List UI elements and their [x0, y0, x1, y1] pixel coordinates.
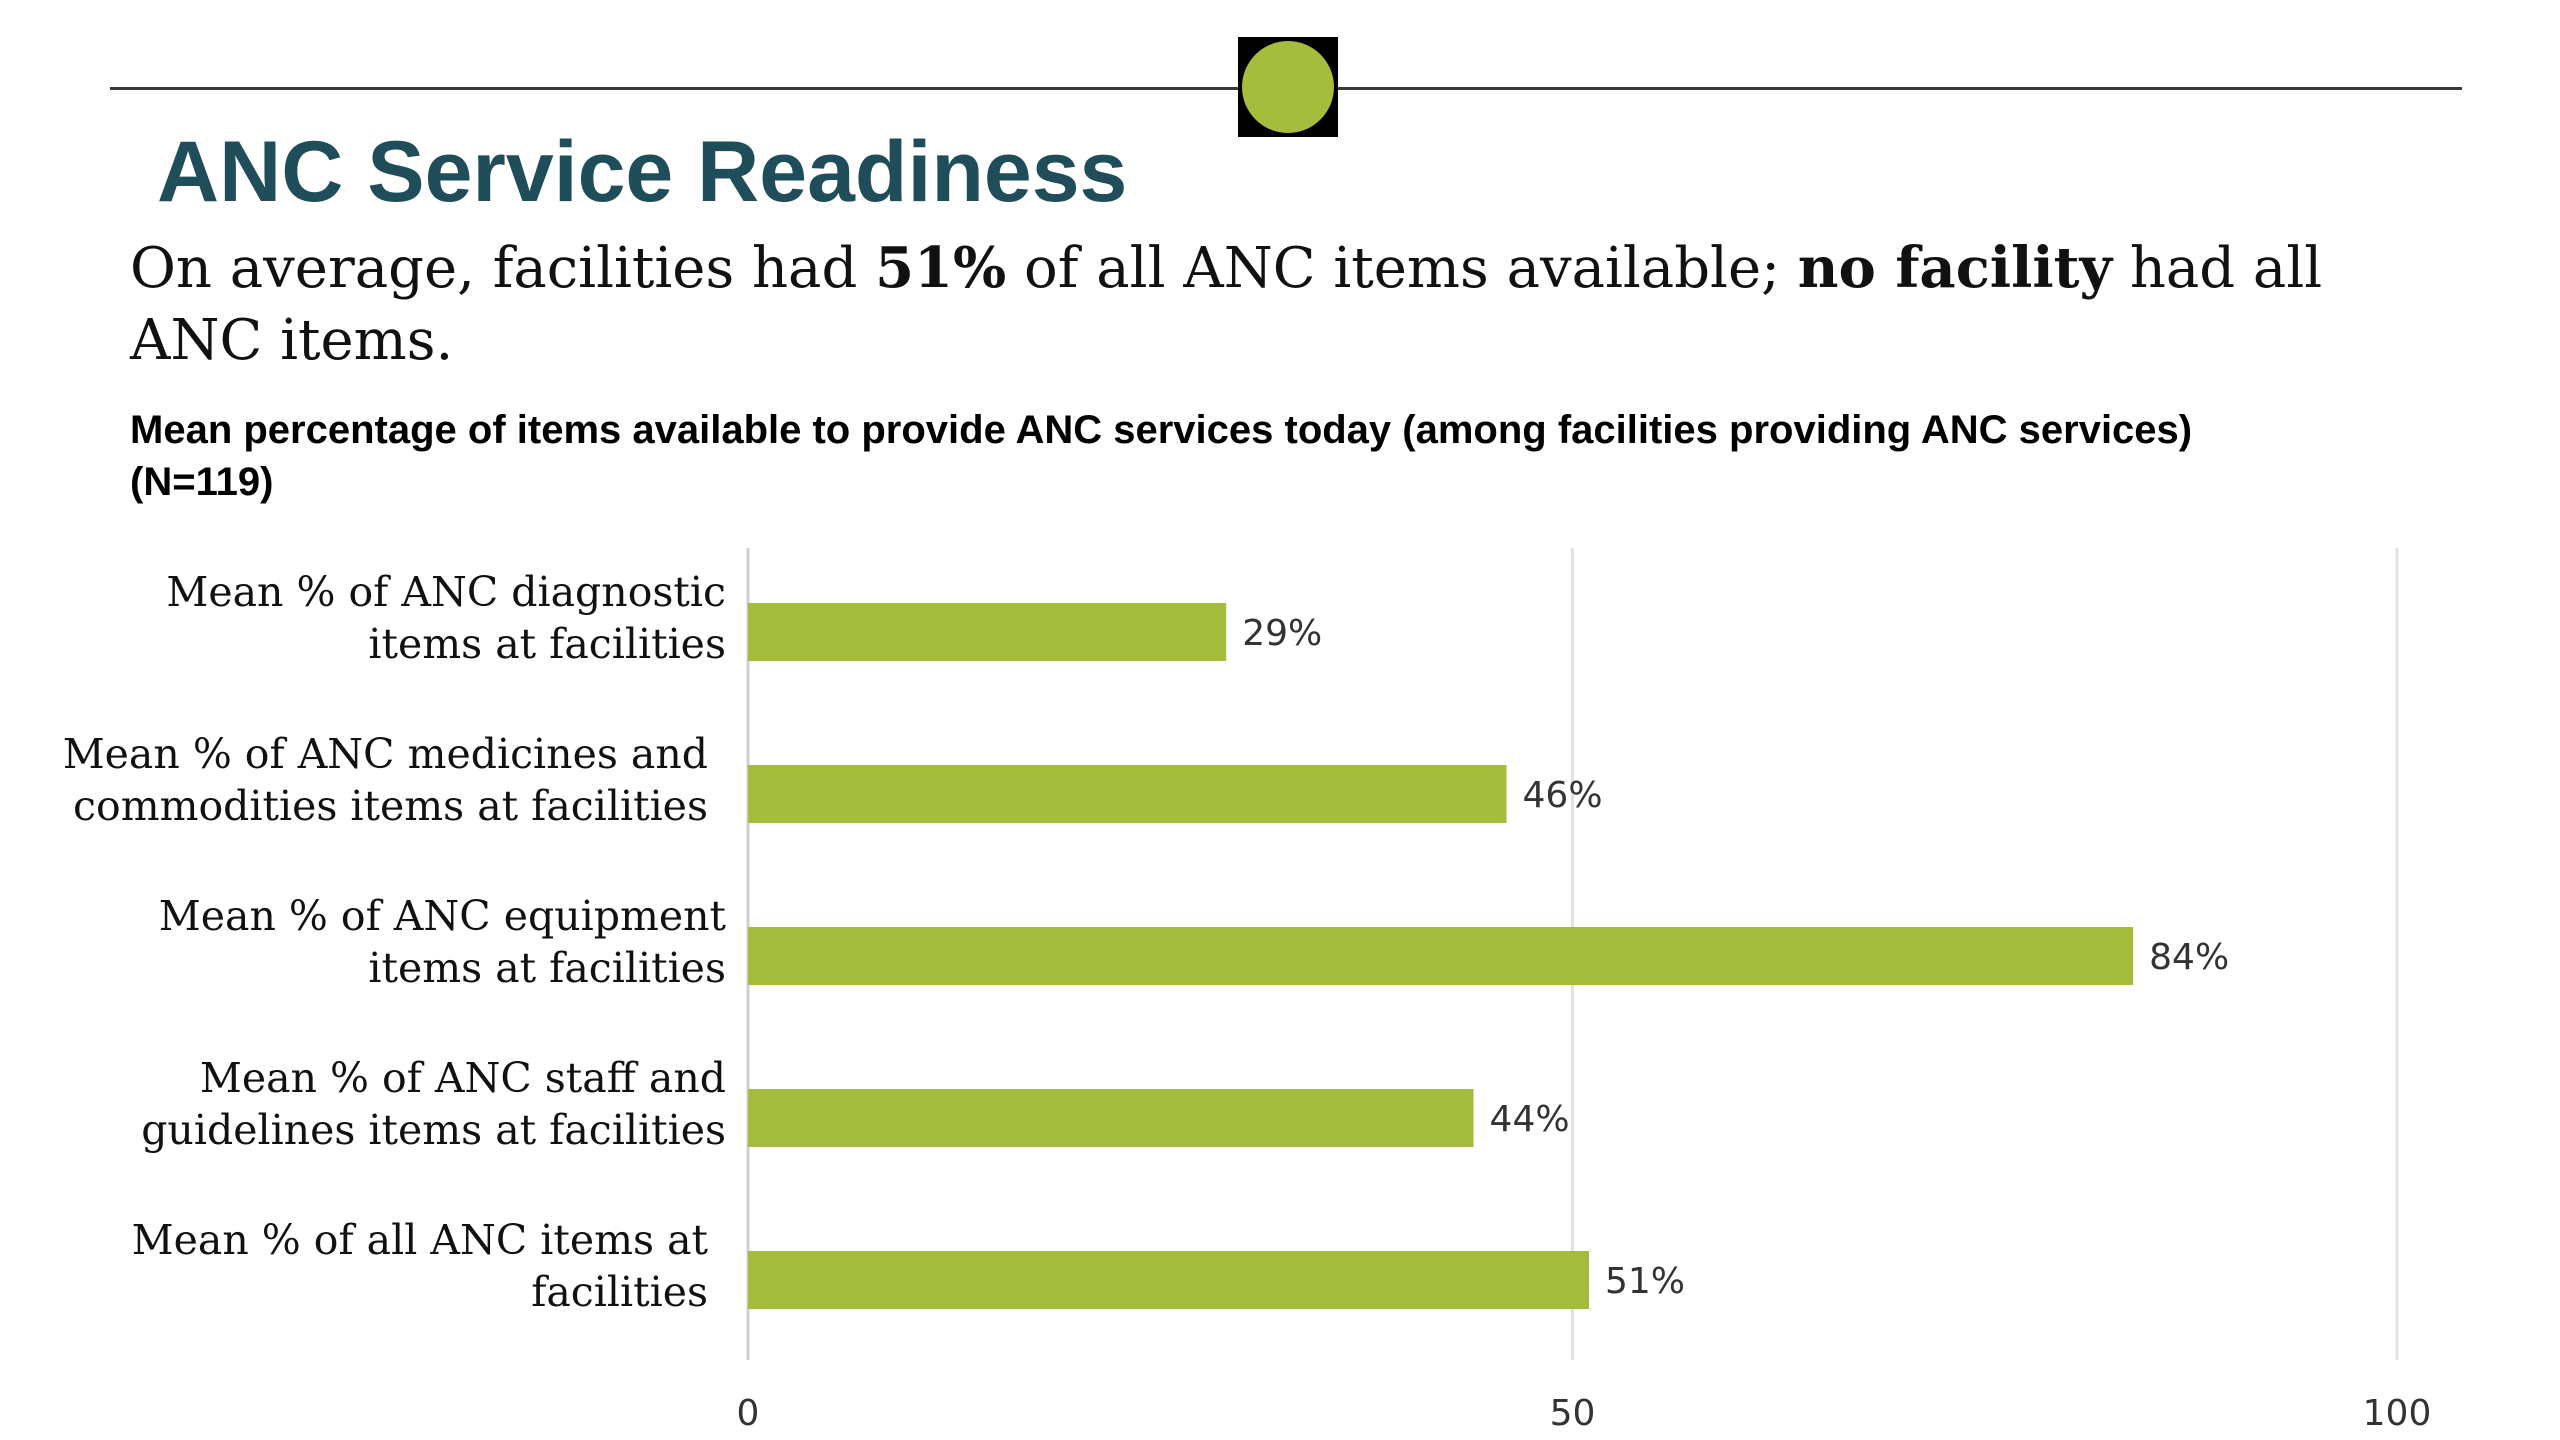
badge-square: [1238, 37, 1338, 137]
bar-value-label: 51%: [1605, 1261, 1685, 1302]
bar-value-label: 29%: [1242, 613, 1322, 654]
bar: [748, 927, 2134, 985]
bar: [748, 1089, 1474, 1147]
bar-value-label: 84%: [2149, 937, 2229, 978]
category-label: Mean % of ANC diagnostic: [166, 568, 726, 616]
bar: [748, 603, 1227, 661]
subtitle-text: On average, facilities had: [130, 236, 876, 301]
slide-subtitle: On average, facilities had 51% of all AN…: [130, 232, 2390, 377]
x-tick-label: 100: [2363, 1393, 2432, 1434]
category-label: guidelines items at facilities: [141, 1106, 726, 1154]
chart-title: Mean percentage of items available to pr…: [130, 408, 2193, 504]
green-circle-icon: [1242, 41, 1334, 133]
bar: [748, 765, 1507, 823]
category-label: facilities: [531, 1268, 708, 1316]
subtitle-emphasis: no facility: [1797, 235, 2113, 301]
category-label: items at facilities: [368, 620, 726, 668]
category-label: items at facilities: [368, 944, 726, 992]
bar: [748, 1251, 1589, 1309]
category-label: Mean % of ANC medicines and: [63, 730, 708, 778]
category-label: Mean % of ANC equipment: [159, 892, 727, 940]
category-label: Mean % of ANC staff and: [200, 1054, 726, 1102]
category-label: commodities items at facilities: [73, 782, 708, 830]
subtitle-text: of all ANC items available;: [1006, 236, 1798, 301]
subtitle-emphasis: 51%: [875, 235, 1007, 301]
subtitle-text: had all ANC items.: [130, 236, 2323, 373]
x-tick-label: 50: [1550, 1393, 1596, 1434]
bar-value-label: 44%: [1490, 1099, 1570, 1140]
bar-value-label: 46%: [1523, 775, 1603, 816]
x-tick-label: 0: [737, 1393, 760, 1434]
category-label: Mean % of all ANC items at: [132, 1216, 709, 1264]
slide-title: ANC Service Readiness: [157, 124, 1128, 220]
